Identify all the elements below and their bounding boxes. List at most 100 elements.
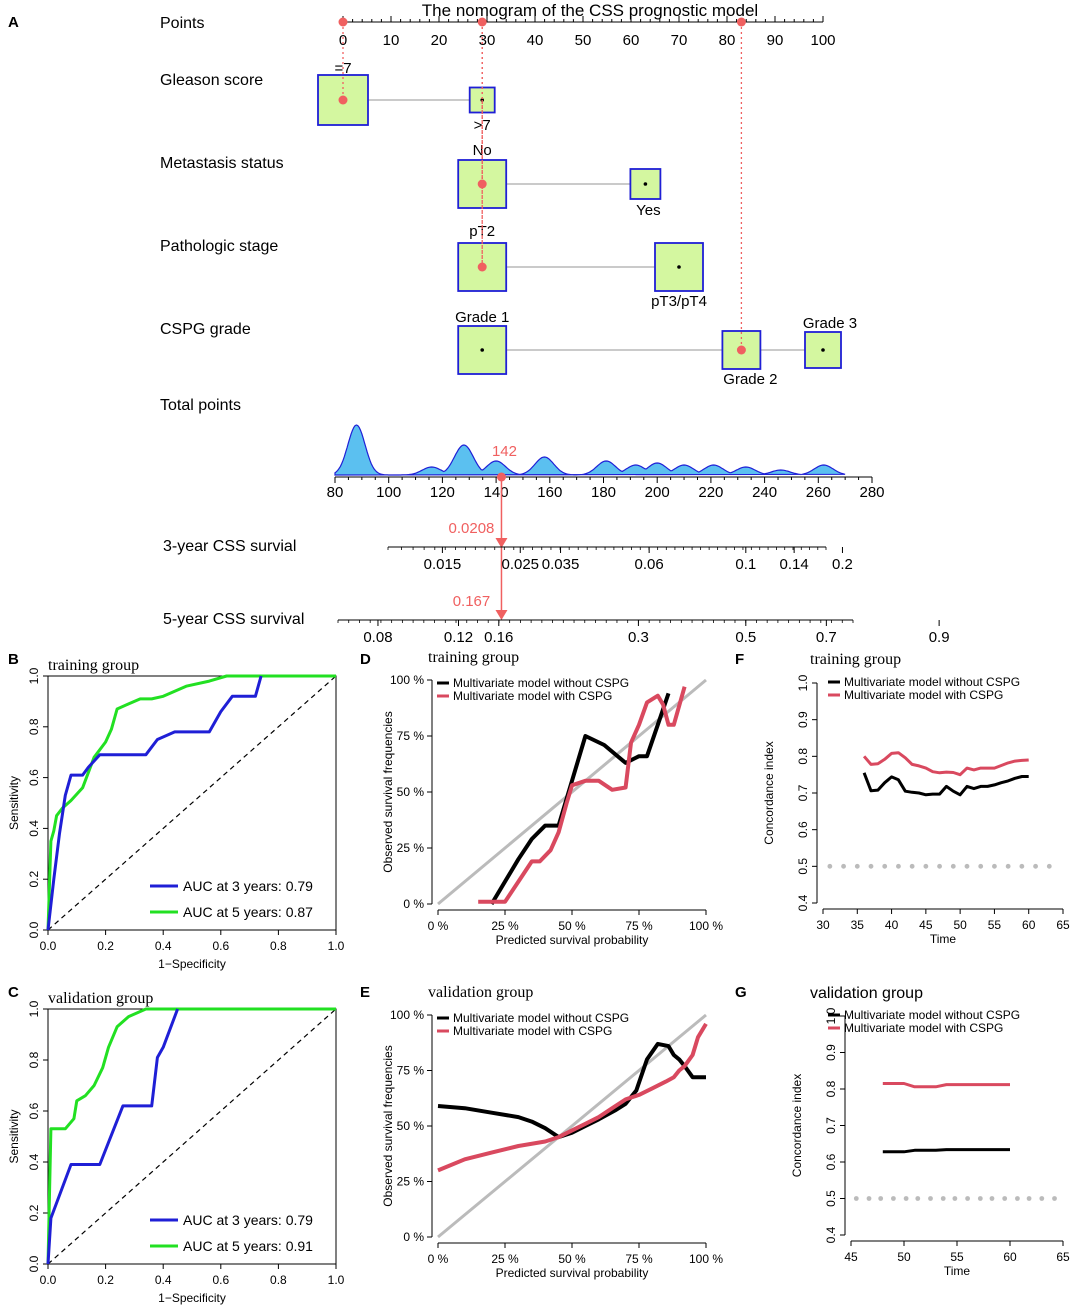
- x-tick-label: 1.0: [328, 1273, 345, 1287]
- total-tick-label: 260: [806, 484, 831, 501]
- predictor-label-metastasis: Metastasis status: [160, 155, 284, 172]
- x-tick-label: 100 %: [689, 919, 723, 933]
- y-tick-label: 0.9: [824, 1044, 838, 1061]
- reference-diagonal: [47, 675, 337, 931]
- y-tick-label: 0.8: [27, 718, 41, 735]
- legend-label: Multivariate model without CSPG: [453, 676, 629, 690]
- points-tick-label: 70: [671, 32, 688, 49]
- x-tick-label: 45: [919, 918, 933, 932]
- y-axis-label: Observed survival frequencies: [381, 1045, 395, 1206]
- panel-title: training group: [48, 657, 139, 674]
- ideal-calibration-line: [437, 1013, 707, 1239]
- panel-letter-b: B: [8, 651, 19, 668]
- predictor-level-label: Grade 1: [455, 309, 509, 326]
- cindex-training-panel: training group Time Concordance index 30 35 4…: [762, 651, 1070, 946]
- panel-letter-e: E: [360, 984, 370, 1001]
- predictor-level-dot: [480, 348, 485, 352]
- x-tick-label: 25 %: [491, 1252, 519, 1266]
- x-tick-label: 0.8: [270, 939, 287, 953]
- x-tick-label: 55: [950, 1250, 964, 1264]
- points-axis-marker: [736, 17, 746, 27]
- x-tick-label: 0 %: [428, 919, 449, 933]
- reference-dot: [1015, 1196, 1020, 1201]
- legend-label: Multivariate model without CSPG: [453, 1011, 629, 1025]
- arrow-head-3yr: [495, 538, 508, 548]
- calibration-training-panel: training group Predicted survival probabi…: [381, 649, 723, 947]
- x-tick-label: 45: [844, 1250, 858, 1264]
- reference-dot: [989, 1196, 995, 1201]
- panel-title: validation group: [48, 990, 153, 1007]
- nomogram-panel: The nomogram of the CSS prognostic model…: [160, 1, 950, 646]
- total-tick-label: 200: [645, 484, 670, 501]
- total-tick-label: 240: [752, 484, 777, 501]
- x-tick-label: 0.0: [40, 939, 57, 953]
- y-tick-label: 0.2: [27, 871, 41, 888]
- y-axis-label: Sensitivity: [7, 1109, 21, 1163]
- x-tick-label: 0.2: [97, 939, 114, 953]
- survival-tick-label: 0.1: [735, 556, 756, 573]
- panel-letter-d: D: [360, 651, 371, 668]
- cindex-line-without-cspg: [862, 772, 1029, 797]
- survival-tick-label: 0.9: [929, 629, 950, 646]
- points-tick-label: 90: [767, 32, 784, 49]
- predictor-label-stage: Pathologic stage: [160, 238, 278, 255]
- reference-dot: [882, 863, 888, 869]
- survival-tick-label: 0.14: [780, 556, 809, 573]
- y-tick-label: 0.0: [27, 921, 41, 938]
- y-tick-label: 0.8: [27, 1051, 41, 1068]
- reference-diagonal: [47, 1008, 337, 1265]
- x-axis-label: 1−Specificity: [158, 1291, 226, 1305]
- x-tick-label: 50: [953, 918, 967, 932]
- y-tick-label: 0.6: [27, 1102, 41, 1119]
- y-tick-label: 75 %: [397, 729, 425, 743]
- points-tick-label: 20: [431, 32, 448, 49]
- y-tick-label: 0.4: [27, 820, 41, 837]
- y-tick-label: 25 %: [397, 841, 425, 855]
- predictor-level-label: Yes: [636, 202, 660, 219]
- points-tick-label: 60: [623, 32, 640, 49]
- reference-dot: [977, 1196, 983, 1201]
- roc-training-panel: training group 1−Specificity Sensitivity 0.…: [7, 657, 345, 971]
- roc-curve-3yr: [46, 675, 263, 931]
- panel-letter-c: C: [8, 984, 19, 1001]
- calibration-curve-with-cspg: [437, 1022, 708, 1173]
- y-tick-label: 0.6: [796, 821, 810, 838]
- y-tick-label: 0.4: [796, 894, 810, 911]
- legend-label: Multivariate model without CSPG: [844, 675, 1020, 689]
- roc-curve-5yr: [46, 674, 336, 931]
- panel-letter-g: G: [735, 984, 747, 1001]
- reference-dot: [878, 1196, 884, 1201]
- y-tick-label: 0.8: [796, 748, 810, 765]
- y-tick-label: 0 %: [403, 1230, 424, 1244]
- total-tick-label: 100: [376, 484, 401, 501]
- reference-dot: [1019, 863, 1025, 869]
- survival-tick-label: 0.08: [363, 629, 392, 646]
- y-tick-label: 0.5: [824, 1190, 838, 1207]
- predictor-label-cspg: CSPG grade: [160, 321, 251, 338]
- legend-label: AUC at 3 years: 0.79: [183, 878, 313, 894]
- survival-label-3yr: 3-year CSS survial: [163, 538, 296, 555]
- points-tick-label: 80: [719, 32, 736, 49]
- cindex-validation-panel: validation group Time Concordance index 45 5…: [790, 985, 1070, 1278]
- panel-title: training group: [810, 651, 901, 668]
- reference-dot: [965, 1196, 970, 1201]
- points-axis-label: Points: [160, 15, 204, 32]
- y-tick-label: 0.8: [824, 1080, 838, 1097]
- cindex-line-with-cspg: [862, 751, 1029, 777]
- panel-letter-a: A: [8, 14, 19, 31]
- reference-dot: [992, 863, 997, 869]
- y-tick-label: 50 %: [397, 785, 425, 799]
- x-tick-label: 0.2: [97, 1273, 114, 1287]
- points-tick-label: 30: [479, 32, 496, 49]
- roc-validation-panel: validation group 1−Specificity Sensitivity…: [7, 990, 345, 1305]
- total-tick-label: 80: [327, 484, 344, 501]
- y-tick-label: 0.2: [27, 1204, 41, 1221]
- reference-dot: [1046, 863, 1052, 869]
- predictor-level-dot: [677, 265, 681, 269]
- x-tick-label: 0.8: [270, 1273, 287, 1287]
- y-tick-label: 50 %: [397, 1119, 425, 1133]
- x-tick-label: 35: [851, 918, 865, 932]
- survival-tick-label: 0.025: [501, 556, 539, 573]
- highlight-marker: [477, 179, 487, 189]
- survival-tick-label: 0.015: [424, 556, 462, 573]
